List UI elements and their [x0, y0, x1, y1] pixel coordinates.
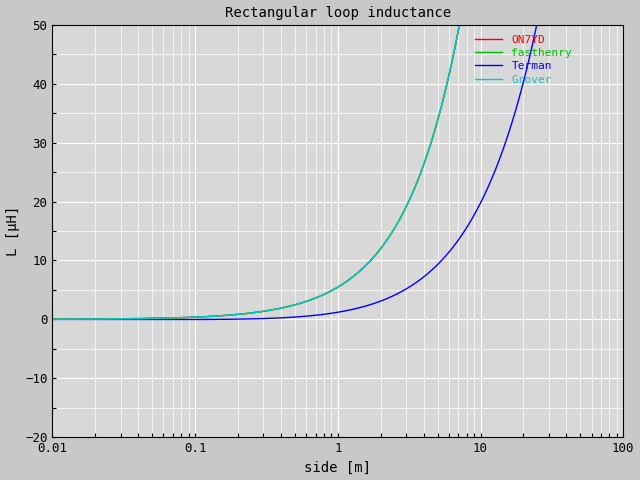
Title: Rectangular loop inductance: Rectangular loop inductance — [225, 6, 451, 20]
Y-axis label: L [μH]: L [μH] — [6, 206, 20, 256]
fasthenry — [148, 315, 156, 321]
Grover — [148, 315, 156, 321]
X-axis label: side [m]: side [m] — [305, 460, 371, 474]
Grover — [268, 307, 275, 313]
ON7YD — [292, 314, 300, 320]
Terman — [292, 301, 300, 307]
Terman — [114, 316, 122, 322]
fasthenry — [114, 316, 122, 322]
ON7YD — [148, 317, 156, 323]
Line: Grover: Grover — [52, 0, 623, 319]
Grover — [292, 301, 300, 307]
ON7YD — [268, 315, 275, 321]
Line: Terman: Terman — [52, 0, 623, 319]
Line: fasthenry: fasthenry — [52, 0, 623, 319]
fasthenry — [268, 307, 275, 313]
fasthenry — [49, 316, 56, 322]
Grover — [49, 316, 56, 322]
ON7YD — [49, 316, 56, 322]
Terman — [49, 316, 56, 322]
ON7YD — [163, 317, 170, 323]
ON7YD — [114, 317, 122, 323]
Terman — [148, 315, 156, 321]
Grover — [114, 316, 122, 322]
fasthenry — [292, 301, 300, 307]
Line: ON7YD: ON7YD — [52, 0, 623, 320]
Legend: ON7YD, fasthenry, Terman, Grover: ON7YD, fasthenry, Terman, Grover — [475, 35, 572, 84]
Terman — [268, 307, 275, 313]
